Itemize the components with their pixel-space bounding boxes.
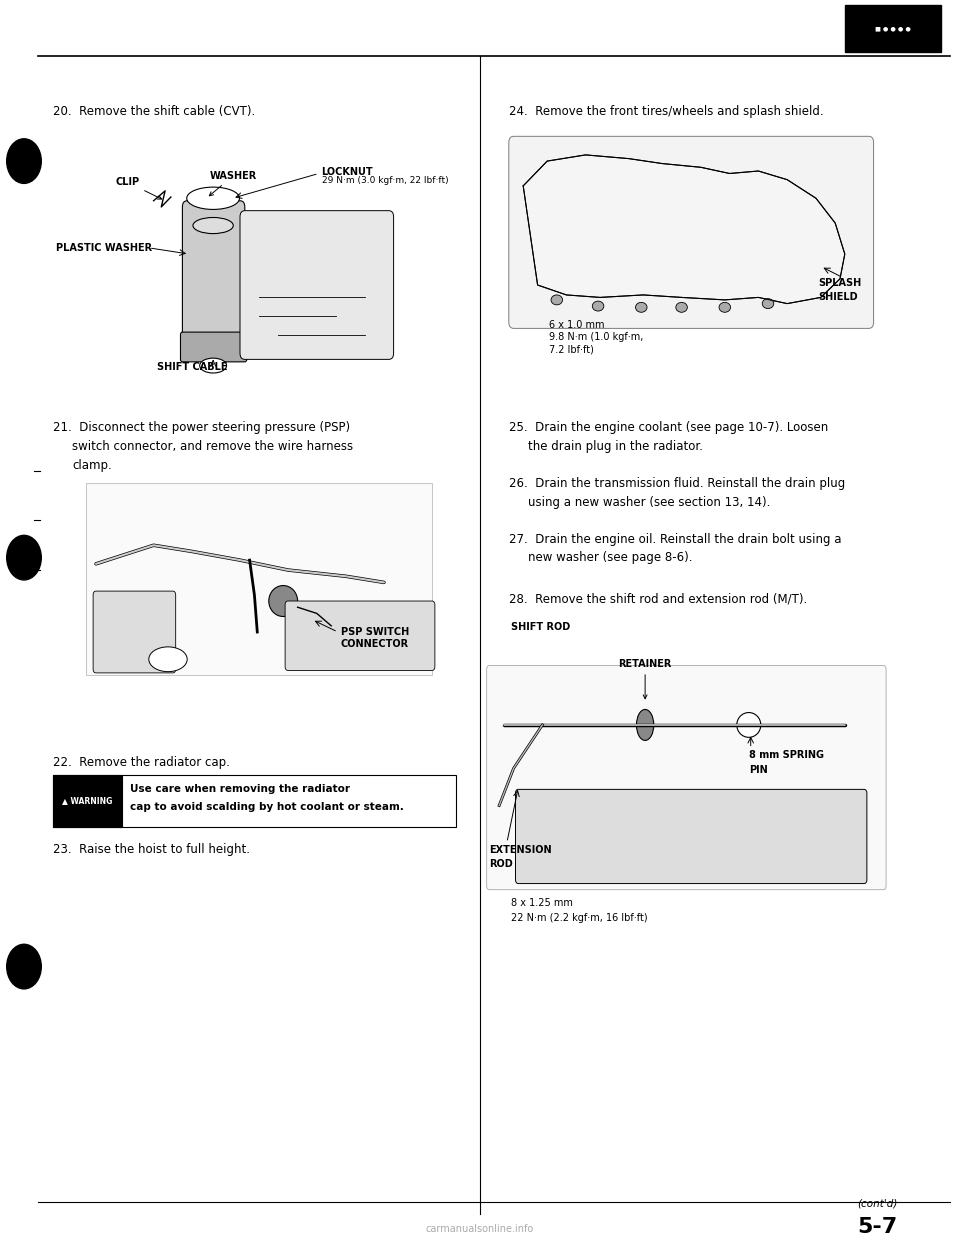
Text: PSP SWITCH: PSP SWITCH [341,627,409,637]
Text: SHIELD: SHIELD [818,292,857,303]
Text: clamp.: clamp. [72,458,111,472]
Text: SPLASH: SPLASH [818,277,861,288]
FancyBboxPatch shape [240,211,394,359]
Text: CONNECTOR: CONNECTOR [341,640,409,650]
Circle shape [7,944,41,989]
Text: ■ ● ● ● ●: ■ ● ● ● ● [875,26,911,31]
Text: 23.  Raise the hoist to full height.: 23. Raise the hoist to full height. [53,842,250,856]
Text: carmanualsonline.info: carmanualsonline.info [426,1225,534,1235]
Ellipse shape [550,807,564,828]
Circle shape [7,139,41,184]
Ellipse shape [780,807,794,828]
Text: (cont'd): (cont'd) [857,1199,898,1208]
Ellipse shape [551,294,563,304]
Ellipse shape [592,301,604,310]
Text: EXTENSION: EXTENSION [490,845,552,856]
Text: SHIFT ROD: SHIFT ROD [511,622,570,632]
Text: 20.  Remove the shift cable (CVT).: 20. Remove the shift cable (CVT). [53,106,255,118]
Text: LOCKNUT: LOCKNUT [322,168,373,178]
Ellipse shape [200,358,227,373]
Polygon shape [523,155,845,303]
Text: ▲ WARNING: ▲ WARNING [62,796,112,805]
Ellipse shape [814,807,828,828]
Text: 8 mm SPRING: 8 mm SPRING [749,750,824,760]
Ellipse shape [676,302,687,312]
Text: 24.  Remove the front tires/wheels and splash shield.: 24. Remove the front tires/wheels and sp… [509,106,824,118]
Text: the drain plug in the radiator.: the drain plug in the radiator. [528,440,703,453]
Text: new washer (see page 8-6).: new washer (see page 8-6). [528,551,692,564]
Ellipse shape [762,298,774,308]
Text: RETAINER: RETAINER [618,660,672,699]
Ellipse shape [269,585,298,616]
Circle shape [7,535,41,580]
Text: 22.  Remove the radiator cap.: 22. Remove the radiator cap. [53,756,229,769]
Text: cap to avoid scalding by hot coolant or steam.: cap to avoid scalding by hot coolant or … [130,802,403,812]
Text: using a new washer (see section 13, 14).: using a new washer (see section 13, 14). [528,496,770,509]
FancyBboxPatch shape [180,332,247,361]
Ellipse shape [627,807,640,828]
Text: PIN: PIN [749,765,768,775]
Ellipse shape [149,647,187,672]
Ellipse shape [588,807,602,828]
Text: SHIFT CABLE: SHIFT CABLE [156,361,228,371]
Text: 9.8 N·m (1.0 kgf·m,: 9.8 N·m (1.0 kgf·m, [549,332,643,342]
FancyBboxPatch shape [93,591,176,673]
FancyBboxPatch shape [53,775,122,827]
Text: 22 N·m (2.2 kgf·m, 16 lbf·ft): 22 N·m (2.2 kgf·m, 16 lbf·ft) [511,913,647,923]
Text: 28.  Remove the shift rod and extension rod (M/T).: 28. Remove the shift rod and extension r… [509,592,807,605]
Ellipse shape [186,188,240,210]
Text: 26.  Drain the transmission fluid. Reinstall the drain plug: 26. Drain the transmission fluid. Reinst… [509,477,845,491]
Ellipse shape [193,217,233,233]
Text: Use care when removing the radiator: Use care when removing the radiator [130,785,349,795]
FancyBboxPatch shape [86,483,432,676]
Ellipse shape [665,807,679,828]
FancyBboxPatch shape [53,775,456,827]
Text: 29 N·m (3.0 kgf·m, 22 lbf·ft): 29 N·m (3.0 kgf·m, 22 lbf·ft) [322,176,448,185]
Ellipse shape [704,807,717,828]
Ellipse shape [636,302,647,312]
Text: 7.2 lbf·ft): 7.2 lbf·ft) [549,344,594,354]
FancyBboxPatch shape [845,5,941,52]
Text: switch connector, and remove the wire harness: switch connector, and remove the wire ha… [72,440,353,453]
Text: PLASTIC WASHER: PLASTIC WASHER [56,243,152,253]
Text: 6 x 1.0 mm: 6 x 1.0 mm [549,319,605,329]
Text: ROD: ROD [490,858,514,868]
FancyBboxPatch shape [509,137,874,328]
FancyBboxPatch shape [516,790,867,883]
Text: 21.  Disconnect the power steering pressure (PSP): 21. Disconnect the power steering pressu… [53,421,350,435]
Text: WASHER: WASHER [209,171,256,196]
Ellipse shape [737,713,761,738]
Text: 5-7: 5-7 [857,1217,898,1237]
FancyBboxPatch shape [285,601,435,671]
Text: 8 x 1.25 mm: 8 x 1.25 mm [511,898,572,908]
Text: CLIP: CLIP [115,178,161,199]
Text: 25.  Drain the engine coolant (see page 10-7). Loosen: 25. Drain the engine coolant (see page 1… [509,421,828,435]
Ellipse shape [636,709,654,740]
Ellipse shape [719,302,731,312]
FancyBboxPatch shape [487,666,886,889]
FancyBboxPatch shape [182,201,245,355]
Text: 27.  Drain the engine oil. Reinstall the drain bolt using a: 27. Drain the engine oil. Reinstall the … [509,533,841,546]
